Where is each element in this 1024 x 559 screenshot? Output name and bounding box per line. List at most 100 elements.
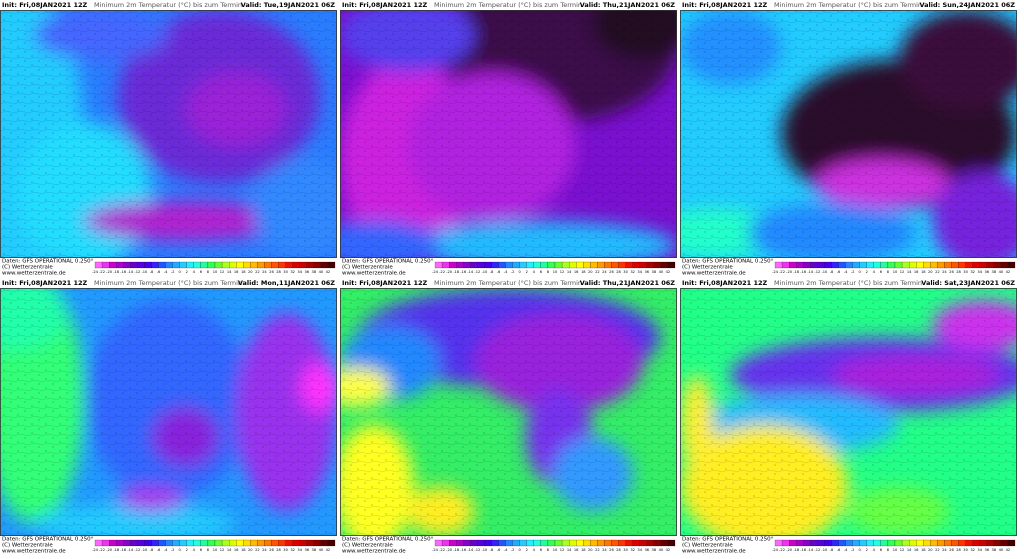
colorbar-swatch xyxy=(229,539,237,547)
colorbar-label: 38 xyxy=(652,270,657,274)
colorbar-label: -4 xyxy=(164,548,168,552)
colorbar-label: -24 xyxy=(432,270,439,274)
colorbar-swatch xyxy=(986,539,994,547)
colorbar-label: -12 xyxy=(814,270,820,274)
map-area xyxy=(680,10,1017,258)
colorbar-swatch xyxy=(271,539,279,547)
colorbar-swatch xyxy=(292,539,300,547)
colorbar-label: -14 xyxy=(807,270,814,274)
colorbar-swatch xyxy=(449,539,457,547)
colorbar-label: -8 xyxy=(150,548,154,552)
colorbar-swatch xyxy=(172,539,180,547)
colorbar-label: 16 xyxy=(234,548,239,552)
colorbar-label: 12 xyxy=(900,270,905,274)
colorbar-label: -6 xyxy=(497,270,501,274)
colorbar-label: 40 xyxy=(319,548,324,552)
colorbar-swatch xyxy=(796,539,804,547)
colorbar-label: 4 xyxy=(193,270,196,274)
colorbar-swatch xyxy=(660,261,669,269)
colorbar-label: -8 xyxy=(150,270,154,274)
isobar-overlay xyxy=(680,288,1017,536)
colorbar-label: 34 xyxy=(637,270,642,274)
website: www.wetterzentrale.de xyxy=(2,549,66,555)
colorbar-label: 8 xyxy=(547,548,550,552)
colorbar-label: -10 xyxy=(481,270,488,274)
map-panel: Init: Fri,08JAN2021 12Z Minimum 2m Temper… xyxy=(680,1,1017,277)
colorbar-label: -22 xyxy=(439,270,445,274)
colorbar-swatch xyxy=(285,539,293,547)
colorbar-label: 6 xyxy=(200,548,203,552)
colorbar-label: -4 xyxy=(164,270,168,274)
colorbar-swatch xyxy=(611,539,619,547)
colorbar-label: -4 xyxy=(844,270,848,274)
colorbar-label: -4 xyxy=(844,548,848,552)
colorbar-label: 34 xyxy=(297,270,302,274)
colorbar-label: -2 xyxy=(851,270,855,274)
colorbar-swatch xyxy=(221,261,230,269)
colorbar-label: -10 xyxy=(141,270,148,274)
colorbar-swatch xyxy=(441,539,450,547)
colorbar-swatch xyxy=(646,539,654,547)
colorbar-swatch xyxy=(519,539,527,547)
website: www.wetterzentrale.de xyxy=(682,271,746,277)
isobar-overlay xyxy=(0,10,337,258)
colorbar-label: 28 xyxy=(276,548,281,552)
colorbar-label: 10 xyxy=(213,270,218,274)
colorbar-swatch xyxy=(852,539,860,547)
colorbar-label: 38 xyxy=(992,270,997,274)
colorbar-label: 16 xyxy=(574,270,579,274)
colorbar-swatch xyxy=(130,539,138,547)
colorbar-swatch xyxy=(1007,539,1016,547)
colorbar-label: 2 xyxy=(526,270,528,274)
colorbar-label: 8 xyxy=(887,548,890,552)
colorbar-label: 24 xyxy=(942,270,947,274)
colorbar-swatch xyxy=(958,539,966,547)
colorbar-label: -10 xyxy=(821,270,828,274)
colorbar-swatch xyxy=(625,261,633,269)
colorbar-swatch xyxy=(951,261,959,269)
init-time: Init: Fri,08JAN2021 12Z xyxy=(682,1,768,9)
colorbar-label: -4 xyxy=(504,270,508,274)
colorbar-swatch xyxy=(158,261,166,269)
colorbar-label: 24 xyxy=(262,548,267,552)
colorbar-label: 18 xyxy=(921,548,926,552)
colorbar-swatch xyxy=(505,261,513,269)
colorbar-swatch xyxy=(264,539,272,547)
colorbar-swatch xyxy=(463,539,471,547)
colorbar-label: -12 xyxy=(134,270,140,274)
colorbar-swatch xyxy=(986,261,994,269)
colorbar-label: 36 xyxy=(304,270,309,274)
colorbar-swatch xyxy=(859,539,867,547)
colorbar-swatch xyxy=(165,261,173,269)
colorbar-swatch xyxy=(838,261,846,269)
colorbar-label: 36 xyxy=(984,270,989,274)
colorbar-swatch xyxy=(214,539,223,547)
colorbar-swatch xyxy=(498,261,506,269)
colorbar-label: -24 xyxy=(92,270,99,274)
map-area xyxy=(340,288,677,536)
colorbar-label: 16 xyxy=(914,270,919,274)
colorbar-swatch xyxy=(796,261,804,269)
colorbar-label: -20 xyxy=(446,270,453,274)
colorbar-swatch xyxy=(817,539,825,547)
colorbar-label: -6 xyxy=(837,548,841,552)
colorbar-swatch xyxy=(547,539,556,547)
colorbar-label: 8 xyxy=(207,270,210,274)
colorbar-label: -6 xyxy=(157,270,161,274)
colorbar-swatch xyxy=(533,261,541,269)
colorbar-swatch xyxy=(972,539,980,547)
colorbar-swatch xyxy=(547,261,556,269)
colorbar-swatch xyxy=(561,539,570,547)
colorbar-label: -16 xyxy=(800,548,807,552)
colorbar-label: 10 xyxy=(893,548,898,552)
colorbar-label: -20 xyxy=(106,270,113,274)
colorbar-label: 26 xyxy=(609,548,614,552)
colorbar-label: -16 xyxy=(800,270,807,274)
colorbar-swatch xyxy=(561,261,570,269)
colorbar-label: -22 xyxy=(779,270,785,274)
colorbar-label: 40 xyxy=(659,270,664,274)
colorbar-label: -22 xyxy=(779,548,785,552)
colorbar-swatch xyxy=(916,261,924,269)
colorbar-label: 10 xyxy=(213,548,218,552)
colorbar-label: 22 xyxy=(935,270,940,274)
